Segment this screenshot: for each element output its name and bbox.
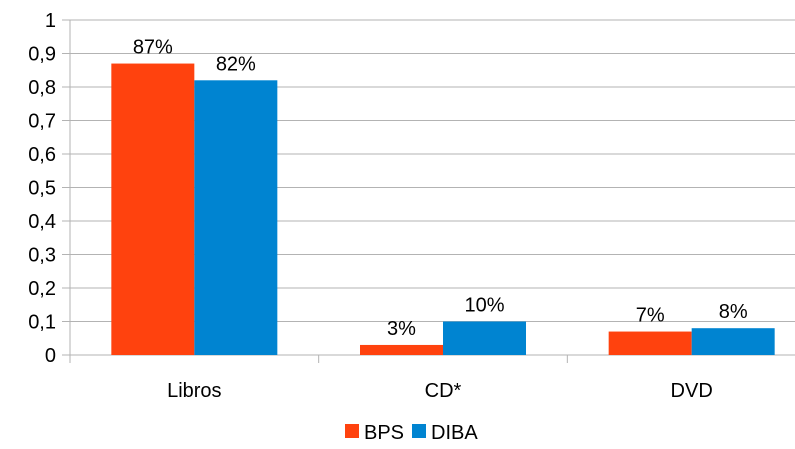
data-label: 87% — [133, 37, 173, 59]
data-label: 7% — [636, 305, 665, 327]
data-label: 82% — [216, 53, 256, 75]
y-tick-label: 0,5 — [28, 178, 56, 200]
y-tick-label: 0,8 — [28, 77, 56, 99]
y-tick-label: 0,6 — [28, 144, 56, 166]
y-tick-label: 0,1 — [28, 312, 56, 334]
data-label: 8% — [719, 301, 748, 323]
x-category-label: CD* — [425, 380, 462, 402]
bar-diba-2 — [691, 328, 775, 355]
y-tick-label: 0,2 — [28, 278, 56, 300]
y-tick-label: 0,9 — [28, 44, 56, 66]
data-label: 10% — [464, 295, 504, 317]
bar-diba-0 — [194, 80, 278, 356]
bar-bps-2 — [608, 331, 692, 355]
legend-label: BPS — [364, 422, 404, 444]
legend-label: DIBA — [431, 422, 478, 444]
y-tick-label: 0 — [45, 345, 56, 367]
data-label: 3% — [387, 318, 416, 340]
bar-bps-0 — [111, 63, 195, 356]
y-tick-label: 0,3 — [28, 245, 56, 267]
x-category-label: DVD — [671, 380, 713, 402]
bar-diba-1 — [443, 321, 526, 355]
y-tick-label: 0,4 — [28, 211, 56, 233]
bar-bps-1 — [360, 344, 443, 355]
y-tick-label: 0,7 — [28, 111, 56, 133]
legend-swatch — [412, 424, 426, 438]
x-category-label: Libros — [167, 380, 221, 402]
y-tick-label: 1 — [45, 10, 56, 32]
legend-swatch — [345, 424, 359, 438]
